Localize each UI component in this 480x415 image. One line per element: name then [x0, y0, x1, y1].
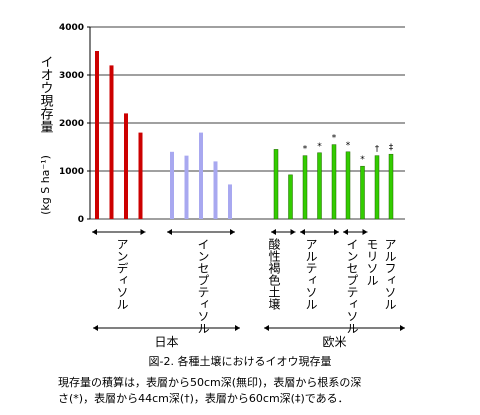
bar [317, 152, 322, 220]
value-marker: * [303, 145, 308, 155]
bar [199, 132, 203, 219]
bar [302, 155, 308, 220]
y-axis-unit: (kg S ha⁻¹) [39, 155, 52, 215]
value-marker: ‡ [389, 143, 394, 153]
note: 現存量の積算は，表層から50cm深(無印)，表層から根系の深 [58, 375, 361, 389]
bar [138, 132, 143, 219]
y-tick-label: 0 [78, 215, 84, 225]
bar [273, 149, 279, 220]
bar [95, 51, 99, 219]
y-tick-label: 2000 [59, 119, 84, 129]
group-label: アルティソル [304, 238, 318, 310]
y-tick-label: 4000 [59, 23, 84, 33]
value-marker: * [332, 134, 337, 144]
caption: 図-2. 各種土壌におけるイオウ現存量 [149, 354, 332, 368]
bar [345, 151, 351, 220]
bar [170, 151, 174, 219]
value-marker: * [360, 155, 365, 165]
bar [360, 165, 365, 220]
y-tick-label: 3000 [59, 71, 84, 81]
group-label: アンディソル [115, 238, 129, 310]
bar [228, 184, 232, 219]
y-tick-label: 1000 [59, 167, 84, 177]
bar [109, 65, 114, 220]
group-bracket-head [271, 229, 296, 235]
group-label: アルフィソル [383, 238, 397, 310]
note: さ(*)，表層から44cm深(†)，表層から60cm深(‡)である． [58, 391, 349, 405]
group-label: 酸性褐色土壌 [267, 237, 281, 311]
y-axis-label: イオウ現存量 [38, 55, 54, 133]
region-label: 日本 [154, 335, 178, 349]
bar [124, 113, 128, 219]
bar [331, 144, 337, 220]
group-label: インセプティソル [196, 238, 210, 334]
group-bracket-head [343, 229, 368, 235]
bar [374, 155, 380, 220]
group-label: インセプティソル [345, 238, 359, 334]
bar [388, 153, 394, 220]
group-label: モリソル [365, 238, 379, 286]
value-marker: † [375, 145, 380, 155]
bar [184, 155, 189, 219]
bar [213, 161, 218, 219]
value-marker: * [317, 142, 322, 152]
region-label: 欧米 [322, 335, 346, 349]
bar [288, 174, 293, 220]
value-marker: * [346, 141, 351, 151]
